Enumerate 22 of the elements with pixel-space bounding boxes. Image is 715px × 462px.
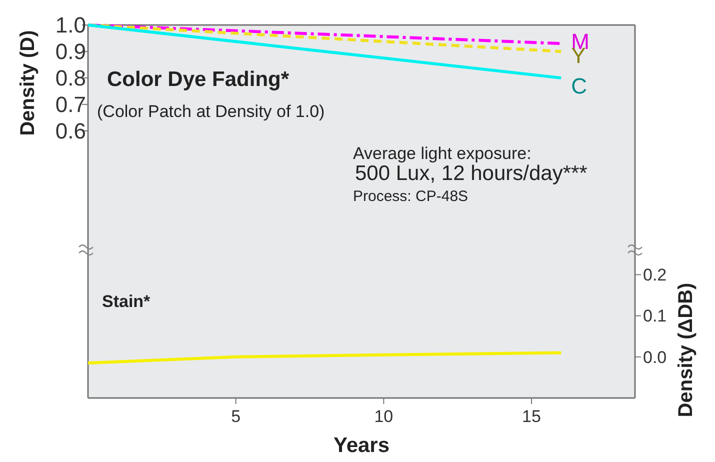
y-tick-label: 0.7 <box>55 92 86 118</box>
series-label: C <box>571 74 588 99</box>
y-tick-label: 1.0 <box>55 12 86 38</box>
annotation: Process: CP-48S <box>353 188 468 205</box>
x-tick-label: 5 <box>231 407 241 426</box>
y2-tick-label: 0.0 <box>643 348 667 367</box>
x-tick-label: 15 <box>522 407 541 426</box>
annotation: 500 Lux, 12 hours/day*** <box>355 162 588 185</box>
x-axis-title: Years <box>333 434 390 457</box>
annotation: Average light exposure: <box>353 144 532 163</box>
annotation: (Color Patch at Density of 1.0) <box>97 102 325 121</box>
x-tick-label: 10 <box>374 407 394 426</box>
y-axis-title: Density (D) <box>17 30 39 136</box>
line-series <box>86 351 563 365</box>
y2-tick-label: 0.2 <box>643 266 667 285</box>
y-tick-label: 0.8 <box>55 66 86 91</box>
y-tick-label: 0.9 <box>55 39 86 64</box>
annotation: Color Dye Fading* <box>107 68 290 91</box>
y2-axis-title: Density (ΔDB) <box>675 282 697 418</box>
y-tick-label: 0.6 <box>55 118 86 144</box>
y2-tick-label: 0.1 <box>643 306 667 326</box>
annotation: Stain* <box>102 292 151 311</box>
